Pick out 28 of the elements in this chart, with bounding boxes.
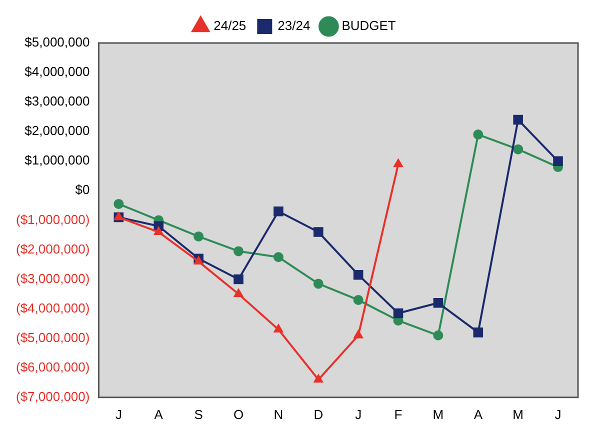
x-tick-label: M [512,406,524,422]
x-tick-label: J [355,406,362,422]
legend-label: 24/25 [214,18,246,34]
y-tick-label: $1,000,000 [24,152,90,168]
x-tick-label: S [194,406,204,422]
x-tick-label: A [474,406,483,422]
y-tick-label: ($7,000,000) [16,388,90,404]
y-tick-label: $4,000,000 [24,64,90,80]
y-tick-label: $5,000,000 [24,34,90,50]
y-tick-label: ($1,000,000) [16,212,90,227]
legend-label: 23/24 [278,18,310,34]
y-tick-label: ($3,000,000) [16,270,90,286]
x-tick-label: N [274,406,284,422]
y-tick-label: $2,000,000 [24,123,90,138]
y-tick-label: ($4,000,000) [16,300,90,316]
legend-label: BUDGET [342,18,396,34]
x-tick-label: J [554,406,562,422]
y-tick-label: ($2,000,000) [16,241,90,256]
y-tick-label: ($5,000,000) [16,330,90,345]
y-tick-label: ($6,000,000) [16,359,90,374]
x-tick-label: O [233,406,244,422]
x-tick-label: J [115,406,122,422]
y-tick-label: $3,000,000 [24,94,90,109]
y-tick-label: $0 [75,182,90,198]
x-tick-label: D [314,406,324,422]
x-tick-label: M [432,406,444,422]
x-tick-label: A [154,406,164,422]
x-tick-label: F [394,406,402,422]
